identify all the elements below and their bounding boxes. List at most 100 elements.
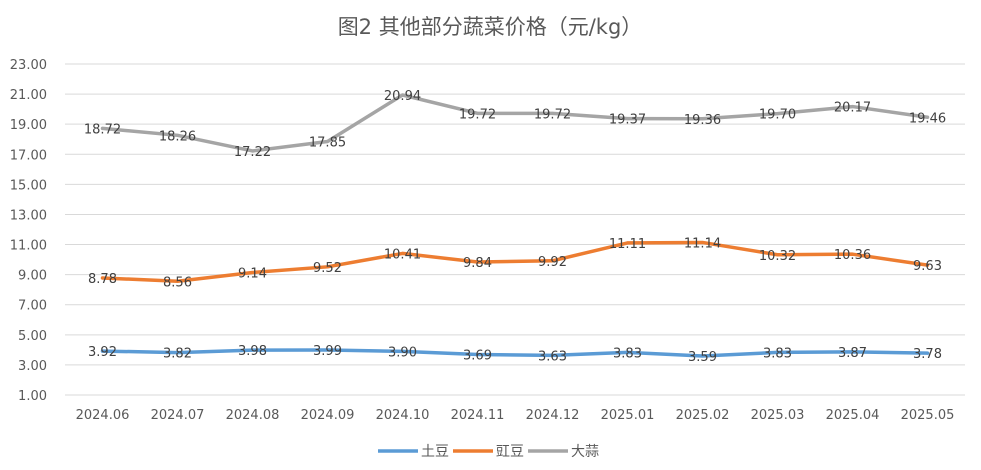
y-tick-label: 15.00 bbox=[10, 178, 47, 193]
y-tick-label: 21.00 bbox=[10, 88, 47, 103]
data-point bbox=[176, 279, 179, 283]
y-tick-label: 7.00 bbox=[18, 299, 47, 314]
data-point bbox=[701, 354, 704, 358]
data-label: 3.83 bbox=[613, 346, 642, 361]
data-point bbox=[101, 349, 104, 353]
data-label: 19.70 bbox=[759, 108, 796, 123]
series-line bbox=[100, 240, 930, 284]
x-tick-label: 2024.09 bbox=[301, 408, 355, 423]
data-label: 19.37 bbox=[609, 113, 646, 128]
data-label: 9.14 bbox=[238, 267, 267, 282]
data-label: 19.36 bbox=[684, 113, 721, 128]
data-point bbox=[626, 117, 629, 121]
data-point bbox=[476, 260, 479, 264]
x-tick-label: 2024.08 bbox=[226, 408, 280, 423]
x-tick-label: 2025.04 bbox=[826, 408, 880, 423]
y-tick-label: 17.00 bbox=[10, 148, 47, 163]
data-point bbox=[101, 126, 104, 130]
data-point bbox=[176, 133, 179, 137]
series-line bbox=[100, 93, 930, 153]
data-label: 19.72 bbox=[459, 107, 496, 122]
data-point bbox=[551, 259, 554, 263]
data-point bbox=[551, 111, 554, 115]
data-label: 3.92 bbox=[88, 345, 117, 360]
y-tick-label: 19.00 bbox=[10, 118, 47, 133]
data-label: 9.63 bbox=[913, 259, 942, 274]
data-label: 3.82 bbox=[163, 347, 192, 362]
data-label: 19.46 bbox=[909, 111, 946, 126]
gridlines bbox=[65, 63, 965, 396]
legend-label: 土豆 bbox=[421, 444, 449, 460]
y-tick-label: 13.00 bbox=[10, 208, 47, 223]
data-label: 20.17 bbox=[834, 101, 871, 116]
data-point bbox=[926, 115, 929, 119]
data-point bbox=[251, 348, 254, 352]
data-point bbox=[626, 350, 629, 354]
legend: 土豆 豇豆 大蒜 bbox=[378, 444, 599, 460]
x-tick-label: 2024.10 bbox=[376, 408, 430, 423]
data-point bbox=[851, 252, 854, 256]
data-label: 3.98 bbox=[238, 344, 267, 359]
data-label: 18.72 bbox=[84, 122, 121, 137]
data-label: 3.90 bbox=[388, 345, 417, 360]
data-label: 17.85 bbox=[309, 135, 346, 150]
data-point bbox=[551, 353, 554, 357]
data-point bbox=[926, 263, 929, 267]
y-tick-label: 9.00 bbox=[18, 269, 47, 284]
x-tick-label: 2025.01 bbox=[601, 408, 655, 423]
data-label: 3.78 bbox=[913, 347, 942, 362]
data-label: 17.22 bbox=[234, 145, 271, 160]
series-group: 3.92 3.82 3.98 3.99 3.90 3.69 3.63 3.83 3.59 3.83… bbox=[84, 89, 946, 365]
data-point bbox=[626, 241, 629, 245]
data-point bbox=[851, 350, 854, 354]
data-label: 8.78 bbox=[88, 272, 117, 287]
data-point bbox=[776, 112, 779, 116]
x-tick-label: 2025.03 bbox=[751, 408, 805, 423]
data-label: 10.41 bbox=[384, 247, 421, 262]
data-label: 18.26 bbox=[159, 129, 196, 144]
data-label: 20.94 bbox=[384, 89, 421, 104]
data-point bbox=[251, 271, 254, 275]
data-label: 3.83 bbox=[763, 346, 792, 361]
y-axis-ticks: 1.00 3.00 5.00 7.00 9.00 11.00 13.00 15.00 17.00… bbox=[10, 58, 47, 404]
data-label: 9.52 bbox=[313, 261, 342, 276]
x-tick-label: 2025.02 bbox=[676, 408, 730, 423]
series-line bbox=[100, 348, 930, 358]
data-label: 10.36 bbox=[834, 248, 871, 263]
data-label: 3.99 bbox=[313, 344, 342, 359]
data-point bbox=[776, 253, 779, 257]
data-point bbox=[326, 265, 329, 269]
data-point bbox=[401, 93, 404, 97]
data-point bbox=[926, 351, 929, 355]
data-label: 8.56 bbox=[163, 275, 192, 290]
series-3: 18.72 18.26 17.22 17.85 20.94 19.72 19.72 19.37… bbox=[84, 89, 946, 160]
data-point bbox=[401, 349, 404, 353]
data-point bbox=[176, 351, 179, 355]
x-tick-label: 2024.07 bbox=[151, 408, 205, 423]
data-point bbox=[701, 117, 704, 121]
data-point bbox=[701, 240, 704, 244]
y-tick-label: 3.00 bbox=[18, 359, 47, 374]
data-point bbox=[401, 251, 404, 255]
series-1: 3.92 3.82 3.98 3.99 3.90 3.69 3.63 3.83 3.59 3.83… bbox=[88, 344, 942, 365]
x-tick-label: 2024.06 bbox=[76, 408, 130, 423]
y-tick-label: 5.00 bbox=[18, 329, 47, 344]
legend-label: 豇豆 bbox=[496, 444, 524, 460]
data-point bbox=[851, 105, 854, 109]
data-point bbox=[251, 149, 254, 153]
data-point bbox=[326, 139, 329, 143]
data-label: 3.69 bbox=[463, 349, 492, 364]
data-label: 11.11 bbox=[609, 237, 646, 252]
y-tick-label: 1.00 bbox=[18, 389, 47, 404]
series-2: 8.78 8.56 9.14 9.52 10.41 9.84 9.92 11.11 11.14 1… bbox=[88, 236, 942, 290]
data-label: 10.32 bbox=[759, 249, 796, 264]
chart-title: 图2 其他部分蔬菜价格（元/kg） bbox=[338, 15, 643, 39]
data-point bbox=[101, 276, 104, 280]
data-label: 11.14 bbox=[684, 236, 721, 251]
data-label: 19.72 bbox=[534, 107, 571, 122]
x-tick-label: 2024.12 bbox=[526, 408, 580, 423]
y-tick-label: 23.00 bbox=[10, 58, 47, 73]
data-point bbox=[326, 348, 329, 352]
data-label: 3.59 bbox=[688, 350, 717, 365]
x-tick-label: 2024.11 bbox=[451, 408, 505, 423]
